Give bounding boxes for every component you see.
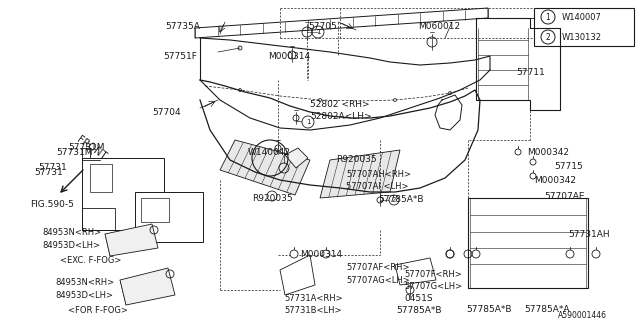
Text: 84953D<LH>: 84953D<LH> xyxy=(42,241,100,250)
Text: 2: 2 xyxy=(392,197,396,203)
Text: 57785A*B: 57785A*B xyxy=(378,195,424,204)
Circle shape xyxy=(530,159,536,165)
Text: <EXC. F-FOG>: <EXC. F-FOG> xyxy=(60,256,122,265)
Text: 57735A: 57735A xyxy=(165,22,200,31)
Text: 57785A*A: 57785A*A xyxy=(524,305,570,314)
Text: M000342: M000342 xyxy=(527,148,569,157)
Bar xyxy=(534,8,634,46)
Polygon shape xyxy=(195,8,488,38)
Text: FIG.590-5: FIG.590-5 xyxy=(30,200,74,209)
Text: 57751F: 57751F xyxy=(163,52,197,61)
Polygon shape xyxy=(395,258,436,285)
Text: 57707AE: 57707AE xyxy=(544,192,584,201)
Text: 57705: 57705 xyxy=(308,22,337,31)
Text: 57731M: 57731M xyxy=(68,143,104,152)
Text: 57707F<RH>: 57707F<RH> xyxy=(404,270,461,279)
Text: 57707G<LH>: 57707G<LH> xyxy=(404,282,462,291)
Bar xyxy=(468,198,588,288)
Text: 57707AG<LH>: 57707AG<LH> xyxy=(346,276,410,285)
Polygon shape xyxy=(105,224,158,256)
Circle shape xyxy=(592,250,600,258)
Text: 84953D<LH>: 84953D<LH> xyxy=(55,291,113,300)
Bar xyxy=(135,192,203,242)
Circle shape xyxy=(566,250,574,258)
Text: W140042: W140042 xyxy=(248,148,291,157)
Text: 52802A<LH>: 52802A<LH> xyxy=(310,112,372,121)
Text: FRONT: FRONT xyxy=(75,135,108,162)
Circle shape xyxy=(541,30,555,44)
Text: 57785A*B: 57785A*B xyxy=(396,306,442,315)
Text: 57707AI <LH>: 57707AI <LH> xyxy=(346,182,408,191)
Text: R920035: R920035 xyxy=(252,194,292,203)
Text: 1: 1 xyxy=(546,12,550,21)
Text: 84953N<RH>: 84953N<RH> xyxy=(55,278,114,287)
Text: 1: 1 xyxy=(306,119,310,125)
Text: <FOR F-FOG>: <FOR F-FOG> xyxy=(68,306,128,315)
Text: 57707AF<RH>: 57707AF<RH> xyxy=(346,263,410,272)
Text: 57785A*B: 57785A*B xyxy=(466,305,511,314)
Text: 1: 1 xyxy=(316,29,320,35)
Circle shape xyxy=(530,173,536,179)
Polygon shape xyxy=(220,140,310,195)
Text: 2: 2 xyxy=(546,33,550,42)
Text: 52802 <RH>: 52802 <RH> xyxy=(310,100,370,109)
Text: 57704: 57704 xyxy=(152,108,180,117)
Circle shape xyxy=(515,149,521,155)
Text: 57731M: 57731M xyxy=(56,148,93,157)
Text: W130132: W130132 xyxy=(562,33,602,42)
Text: 57715: 57715 xyxy=(554,162,583,171)
Text: M000314: M000314 xyxy=(268,52,310,61)
Polygon shape xyxy=(320,150,400,198)
Polygon shape xyxy=(285,148,308,168)
Polygon shape xyxy=(120,268,175,305)
Bar xyxy=(141,198,169,222)
Text: 0451S: 0451S xyxy=(404,294,433,303)
Text: M060012: M060012 xyxy=(418,22,460,31)
Text: R920035: R920035 xyxy=(336,155,376,164)
Text: 57707AH<RH>: 57707AH<RH> xyxy=(346,170,411,179)
Circle shape xyxy=(472,250,480,258)
Text: A590001446: A590001446 xyxy=(558,311,607,320)
Text: W140007: W140007 xyxy=(562,12,602,21)
Text: 84953N<RH>: 84953N<RH> xyxy=(42,228,101,237)
Text: 57731: 57731 xyxy=(34,168,63,177)
Text: 57731B<LH>: 57731B<LH> xyxy=(284,306,342,315)
Bar xyxy=(90,164,112,192)
Text: M000314: M000314 xyxy=(300,250,342,259)
Bar xyxy=(82,158,164,230)
Text: M000342: M000342 xyxy=(534,176,576,185)
Text: 57711: 57711 xyxy=(516,68,545,77)
Polygon shape xyxy=(280,255,315,295)
Circle shape xyxy=(290,250,298,258)
Circle shape xyxy=(322,250,330,258)
Text: 57731AH: 57731AH xyxy=(568,230,610,239)
Text: 57731A<RH>: 57731A<RH> xyxy=(284,294,342,303)
Text: 57731: 57731 xyxy=(38,163,67,172)
Circle shape xyxy=(446,250,454,258)
Circle shape xyxy=(541,10,555,24)
